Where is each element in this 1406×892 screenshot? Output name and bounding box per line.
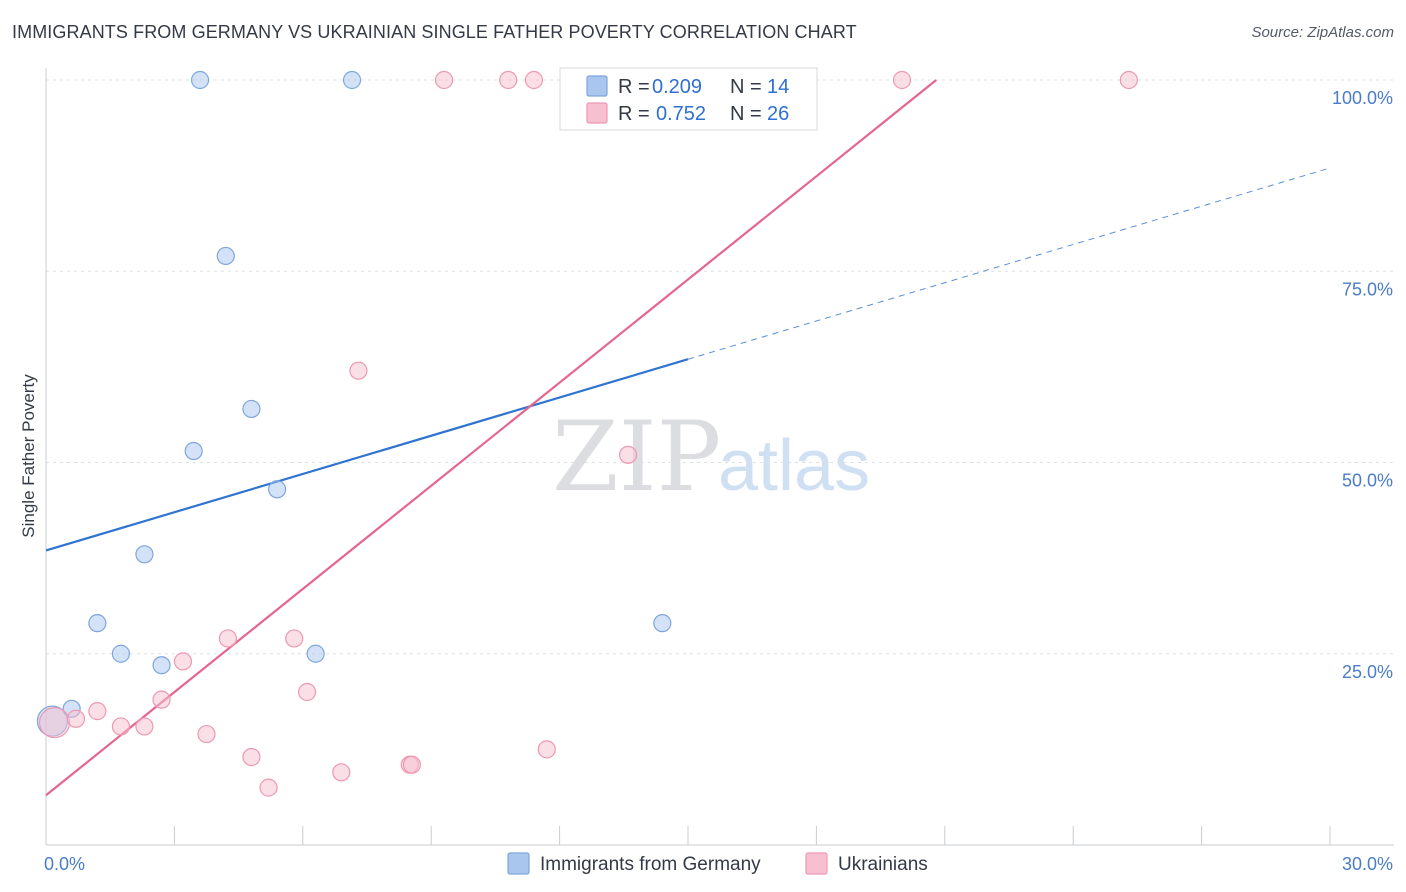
point-s1-8: [218, 629, 237, 648]
x-tick-labels: 0.0% 30.0%: [44, 854, 1393, 874]
point-s0-13: [653, 614, 672, 633]
point-s1-6: [173, 652, 193, 671]
source-label: Source: ZipAtlas.com: [1251, 24, 1394, 41]
point-s0-3: [111, 644, 131, 663]
point-s0-11: [306, 644, 325, 663]
stats-legend-swatch-germany: [586, 75, 608, 97]
point-s1-19: [524, 70, 544, 90]
point-s1-14: [349, 361, 368, 380]
trend-lines: [45, 79, 1331, 797]
point-s1-7: [197, 724, 216, 744]
point-s0-7: [190, 70, 210, 90]
point-s1-1: [66, 709, 86, 728]
y-tick-label-3: 100.0%: [1332, 88, 1393, 108]
watermark: ZIP atlas: [552, 401, 870, 513]
chart-title: IMMIGRANTS FROM GERMANY VS UKRAINIAN SIN…: [12, 22, 857, 42]
stats-legend-n-ukrainians: 26: [767, 103, 789, 125]
point-s0-6: [184, 441, 203, 461]
point-s1-25: [1119, 70, 1138, 90]
point-s1-20: [537, 740, 556, 759]
stats-legend-r-label-germany: R =: [618, 76, 650, 98]
point-s0-10: [268, 480, 287, 499]
trend-line-0: [45, 358, 689, 552]
point-s1-21: [618, 445, 638, 464]
point-s1-5: [152, 690, 171, 709]
trend-line-1: [45, 79, 937, 797]
trend-line-extension-0: [687, 167, 1331, 360]
y-tick-label-1: 50.0%: [1342, 471, 1393, 491]
legend-swatch-ukrainians: [805, 852, 828, 875]
stats-legend-r-ukrainians: 0.752: [656, 103, 706, 125]
point-s0-9: [242, 399, 261, 419]
point-s1-4: [135, 717, 154, 736]
stats-legend-n-germany: 14: [767, 76, 789, 98]
point-s1-3: [111, 717, 131, 736]
legend-swatch-germany: [507, 852, 530, 875]
series-legend: Immigrants from Germany Ukrainians: [507, 852, 928, 875]
stats-legend-n-label-ukrainians: N =: [730, 103, 762, 125]
y-tick-labels: 25.0% 50.0% 75.0% 100.0%: [1332, 88, 1393, 682]
point-s1-11: [285, 629, 304, 648]
stats-legend-swatch-ukrainians: [586, 102, 608, 124]
point-s1-16: [402, 755, 422, 774]
x-tick-label-1: 30.0%: [1342, 854, 1393, 874]
point-s1-2: [88, 702, 107, 721]
point-s0-4: [135, 545, 154, 564]
y-tick-label-2: 75.0%: [1342, 279, 1393, 299]
y-axis-label: Single Father Poverty: [19, 374, 38, 538]
point-s1-18: [499, 70, 518, 90]
point-s1-24: [892, 70, 912, 90]
point-s1-12: [297, 682, 317, 702]
legend-label-ukrainians: Ukrainians: [838, 854, 928, 875]
stats-legend-r-label-ukrainians: R =: [618, 103, 650, 125]
stats-legend-r-germany: 0.209: [652, 76, 702, 98]
point-s0-2: [88, 614, 107, 633]
point-s0-12: [342, 70, 362, 90]
legend-label-germany: Immigrants from Germany: [540, 854, 761, 875]
stats-legend-n-label-germany: N =: [730, 76, 762, 98]
point-s1-13: [332, 763, 351, 782]
point-s1-17: [434, 70, 454, 90]
point-s1-0: [38, 706, 71, 739]
watermark-atlas: atlas: [718, 426, 870, 506]
stats-legend: R = 0.209 N = 14 R = 0.752 N = 26: [559, 67, 818, 131]
x-tick-label-0: 0.0%: [44, 854, 85, 874]
gridlines: [46, 79, 1394, 655]
point-s1-9: [242, 747, 261, 767]
point-s1-10: [259, 778, 278, 797]
y-tick-label-0: 25.0%: [1342, 662, 1393, 682]
point-s0-8: [216, 246, 235, 266]
point-s0-5: [152, 656, 171, 675]
